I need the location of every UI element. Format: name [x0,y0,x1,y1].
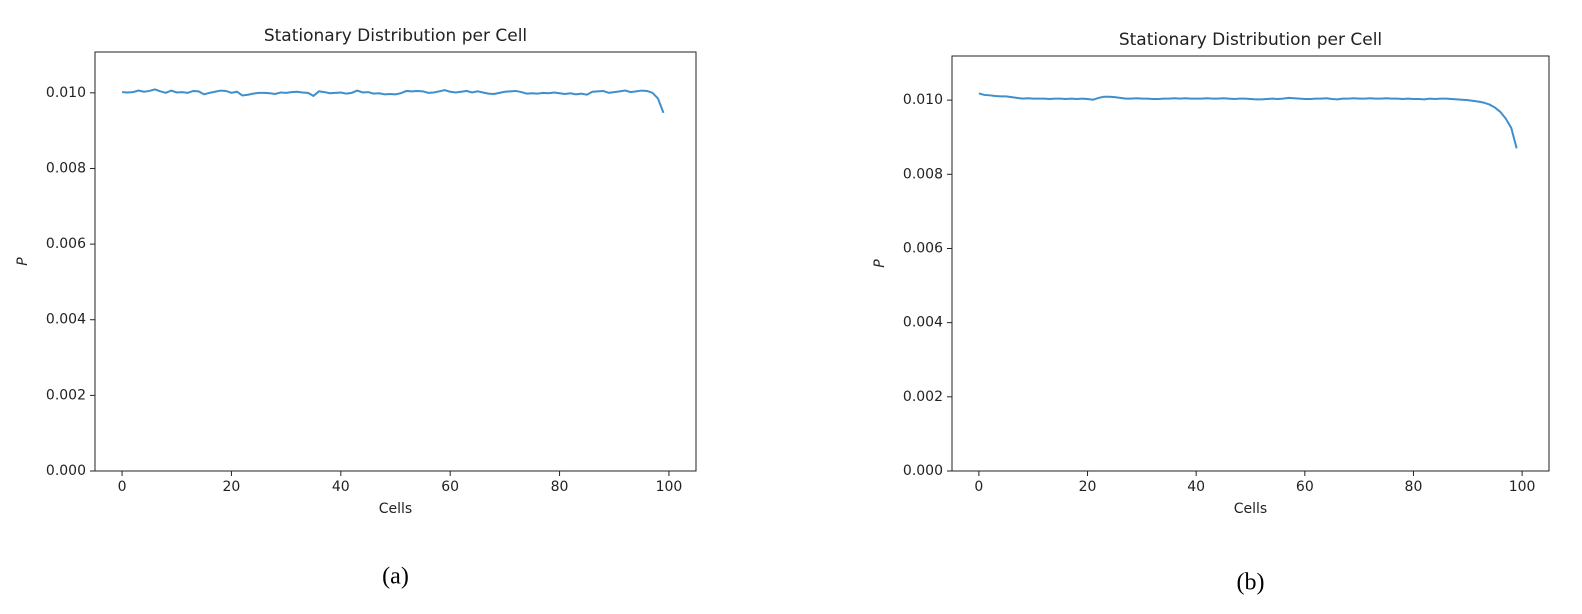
y-tick-label: 0.006 [46,236,86,252]
caption: (b) [1237,570,1265,596]
x-tick-label: 100 [1509,479,1536,495]
y-tick-label: 0.010 [46,85,86,101]
y-tick-label: 0.008 [46,160,86,176]
x-tick-label: 20 [223,479,241,495]
x-tick-label: 60 [441,479,459,495]
x-tick-label: 40 [332,479,350,495]
data-line [978,92,1518,149]
x-tick-label: 0 [118,479,127,495]
x-tick-label: 40 [1187,479,1205,495]
x-axis-label: Cells [1234,501,1267,517]
y-tick-label: 0.002 [903,389,943,405]
y-axis-label: P [872,259,888,268]
axes-frame [951,55,1550,472]
y-axis-label: P [15,257,31,266]
y-tick-label: 0.010 [903,92,943,108]
y-tick-label: 0.008 [903,166,943,182]
y-tick-label: 0.004 [46,312,86,328]
y-tick-label: 0.004 [903,315,943,331]
x-tick-label: 0 [974,479,983,495]
x-axis-label: Cells [379,501,412,517]
axes-frame [94,51,697,472]
y-tick-label: 0.000 [46,463,86,479]
x-tick-label: 80 [1405,479,1423,495]
chart-title: Stationary Distribution per Cell [1119,30,1382,50]
chart-title: Stationary Distribution per Cell [264,26,527,46]
x-tick-label: 60 [1296,479,1314,495]
data-line [122,88,665,114]
y-tick-label: 0.006 [903,240,943,256]
x-tick-label: 100 [656,479,683,495]
y-tick-label: 0.002 [46,387,86,403]
y-tick-label: 0.000 [903,463,943,479]
x-tick-label: 80 [551,479,569,495]
caption: (a) [382,564,409,590]
x-tick-label: 20 [1079,479,1097,495]
